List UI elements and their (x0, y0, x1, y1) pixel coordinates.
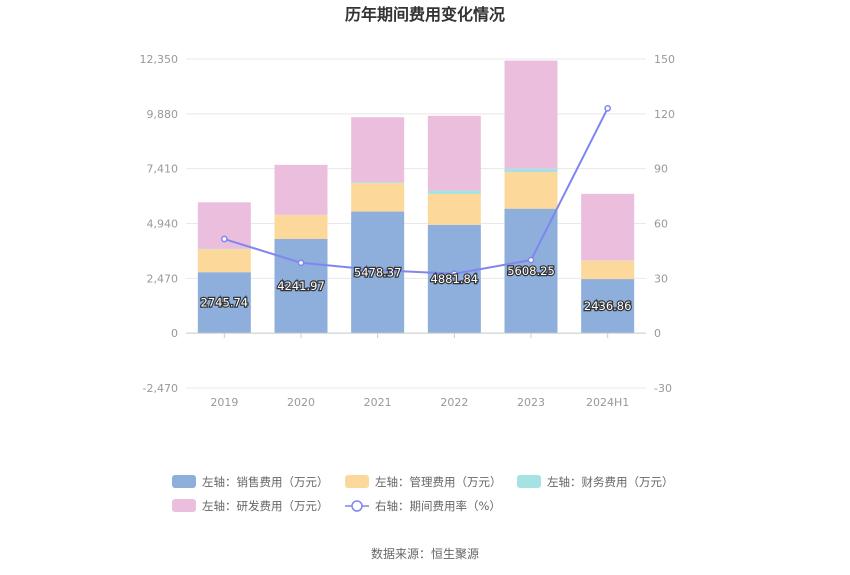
bar-segment (581, 260, 635, 280)
bar-segment (197, 272, 251, 334)
left-tick-label: 2,470 (147, 272, 179, 285)
left-tick-label: -2,470 (143, 382, 178, 395)
right-tick-label: 30 (654, 272, 668, 285)
rate-point (297, 259, 305, 267)
left-tick-label: 0 (171, 327, 178, 340)
bar-segment (504, 60, 558, 169)
data-label: 2745.74 (201, 296, 249, 310)
right-tick-label: 0 (654, 327, 661, 340)
right-tick-label: 120 (654, 108, 675, 121)
bar-segment (427, 115, 481, 191)
left-tick-label: 9,880 (147, 108, 179, 121)
bar-segment (351, 117, 405, 183)
data-label: 4881.84 (431, 272, 479, 286)
right-tick-label: 60 (654, 218, 668, 231)
bar-segment (581, 193, 635, 261)
data-label: 5608.25 (507, 264, 555, 278)
legend-item[interactable]: 右轴：期间费用率（%） (345, 499, 501, 513)
x-tick-label: 2023 (517, 396, 545, 409)
data-label: 2436.86 (584, 299, 632, 313)
legend: 左轴：销售费用（万元） 左轴：管理费用（万元） 左轴：财务费用（万元） 左轴：研发费用… (172, 475, 674, 513)
legend-label: 左轴：财务费用（万元） (547, 475, 674, 489)
legend-swatch (172, 475, 196, 488)
left-tick-label: 4,940 (147, 218, 179, 231)
bar-segment (427, 224, 481, 334)
chart-title: 历年期间费用变化情况 (345, 5, 505, 24)
bar-segment (351, 182, 405, 184)
bar-segment (274, 215, 328, 239)
legend-swatch (517, 475, 541, 488)
bar-segment (427, 193, 481, 225)
legend-label: 左轴：管理费用（万元） (375, 475, 502, 489)
legend-line-marker (351, 500, 363, 512)
grid (186, 58, 646, 389)
rate-line (220, 105, 612, 278)
bar-segment (274, 164, 328, 215)
legend-swatch (345, 475, 369, 488)
right-axis: 150 120 90 60 30 0 -30 (654, 53, 675, 395)
data-labels: 2745.74 4241.97 5478.37 4881.84 5608.25 2436.… (199, 263, 632, 315)
x-tick-label: 2019 (210, 396, 238, 409)
bar-segment (581, 279, 635, 334)
bar-segment (504, 208, 558, 334)
bar-segment (351, 183, 405, 212)
bars (197, 60, 635, 334)
right-tick-label: 150 (654, 53, 675, 66)
left-axis: 12,350 9,880 7,410 4,940 2,470 0 -2,470 (140, 53, 179, 395)
bar-segment (504, 172, 558, 209)
legend-label: 左轴：销售费用（万元） (202, 475, 329, 489)
legend-item[interactable]: 左轴：研发费用（万元） (172, 499, 329, 513)
source-note: 数据来源：恒生聚源 (371, 546, 479, 561)
legend-swatch (172, 499, 196, 512)
right-tick-label: 90 (654, 163, 668, 176)
legend-label: 左轴：研发费用（万元） (202, 499, 329, 513)
bar-segment (197, 249, 251, 273)
legend-item[interactable]: 左轴：管理费用（万元） (345, 475, 502, 489)
x-axis: 2019 2020 2021 2022 2023 2024H1 (186, 332, 646, 409)
x-tick-label: 2024H1 (586, 396, 629, 409)
rate-point (220, 235, 228, 243)
right-tick-label: -30 (654, 382, 672, 395)
bar-segment (274, 238, 328, 334)
legend-item[interactable]: 左轴：财务费用（万元） (517, 475, 674, 489)
legend-label: 右轴：期间费用率（%） (375, 499, 501, 513)
left-tick-label: 7,410 (147, 163, 179, 176)
rate-point (374, 266, 382, 274)
data-label: 5478.37 (354, 265, 402, 279)
bar-segment (504, 168, 558, 173)
x-tick-label: 2021 (364, 396, 392, 409)
left-tick-label: 12,350 (140, 53, 179, 66)
legend-item[interactable]: 左轴：销售费用（万元） (172, 475, 329, 489)
rate-point (450, 270, 458, 278)
rate-point (604, 105, 612, 112)
data-label: 4241.97 (277, 279, 325, 293)
rate-series-line (224, 107, 609, 275)
x-tick-label: 2022 (440, 396, 468, 409)
rate-point (527, 256, 535, 264)
bar-segment (427, 190, 481, 194)
x-tick-label: 2020 (287, 396, 315, 409)
